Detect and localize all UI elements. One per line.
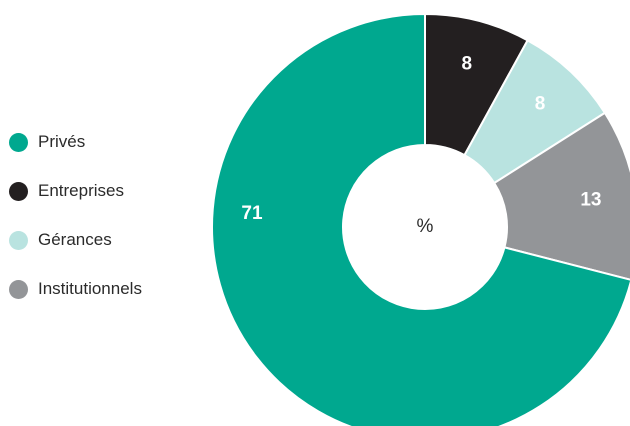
legend: Privés Entreprises Gérances Institutionn… <box>9 130 142 326</box>
slice-label-entreprises: 8 <box>461 53 472 74</box>
legend-swatch-institutionnels <box>9 279 28 299</box>
donut-slice-labels: 8 8 13 71 <box>241 53 601 224</box>
legend-item-institutionnels: Institutionnels <box>9 277 142 301</box>
slice-institutionnels <box>492 111 630 281</box>
slice-label-institutionnels: 13 <box>580 190 601 211</box>
donut-center-label: % <box>417 216 434 237</box>
slice-label-gerances: 8 <box>535 94 546 115</box>
legend-swatch-gerances <box>9 230 28 250</box>
legend-label-gerances: Gérances <box>38 230 112 249</box>
legend-swatch-prives <box>9 132 28 152</box>
legend-item-gerances: Gérances <box>9 228 142 252</box>
legend-swatch-entreprises <box>9 181 28 201</box>
donut-slices <box>211 12 630 426</box>
legend-label-prives: Privés <box>38 132 86 151</box>
legend-item-prives: Privés <box>9 130 142 154</box>
legend-label-entreprises: Entreprises <box>38 181 124 200</box>
legend-label-institutionnels: Institutionnels <box>38 279 142 298</box>
legend-item-entreprises: Entreprises <box>9 179 142 203</box>
slice-label-prives: 71 <box>241 203 263 224</box>
slice-prives <box>211 12 630 426</box>
